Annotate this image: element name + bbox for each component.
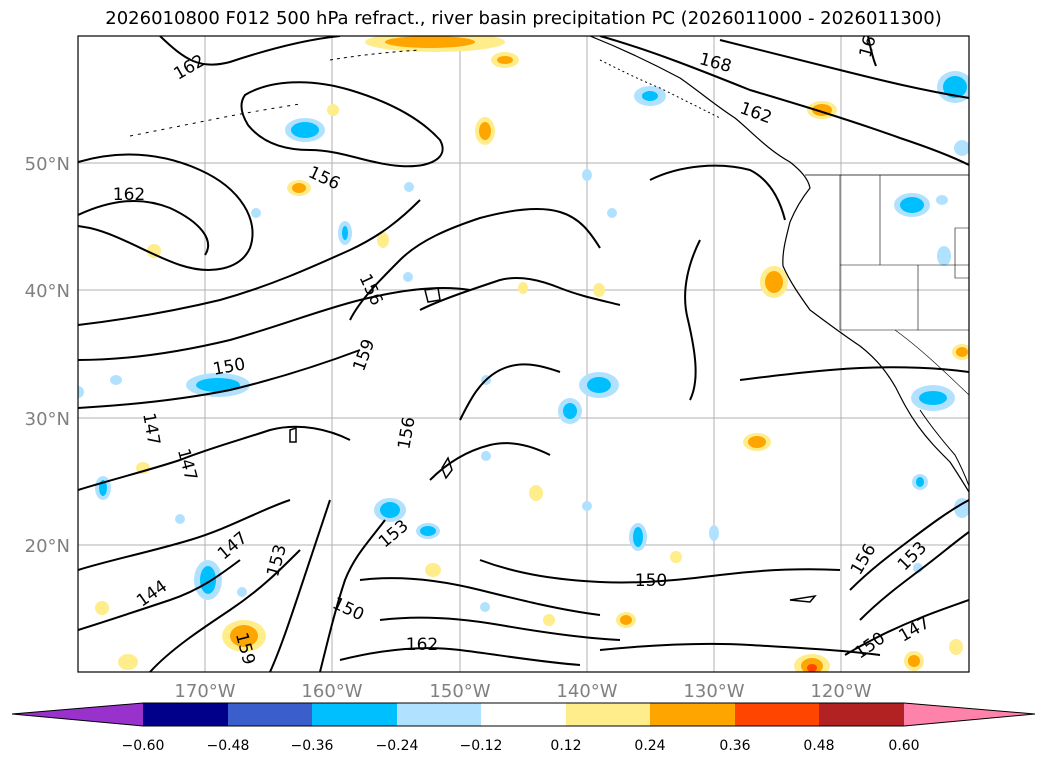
- colorbar-box: [228, 703, 312, 726]
- colorbar-tick: −0.48: [207, 738, 250, 754]
- latitude-labels: 50°N 40°N 30°N 20°N: [25, 154, 70, 557]
- colorbar-tick: 0.36: [719, 738, 750, 754]
- colorbar-tick: −0.12: [460, 738, 503, 754]
- refractivity-contours: [78, 36, 969, 672]
- lon-label: 130°W: [683, 681, 744, 702]
- lon-label: 170°W: [174, 681, 235, 702]
- lat-label: 50°N: [25, 154, 70, 175]
- lat-label: 30°N: [25, 409, 70, 430]
- lon-label: 120°W: [810, 681, 871, 702]
- colorbar-box: [397, 703, 481, 726]
- colorbar-tick: 0.24: [634, 738, 665, 754]
- colorbar-box: [143, 703, 228, 726]
- colorbar-box: [566, 703, 650, 726]
- lon-label: 160°W: [301, 681, 362, 702]
- colorbar-box: [481, 703, 566, 726]
- lon-label: 140°W: [556, 681, 617, 702]
- colorbar: −0.60 −0.48 −0.36 −0.24 −0.12 0.12 0.24 …: [11, 702, 1036, 754]
- colorbar-tick: 0.48: [803, 738, 834, 754]
- longitude-labels: 170°W 160°W 150°W 140°W 130°W 120°W: [174, 681, 871, 702]
- colorbar-extend-min: [12, 703, 143, 726]
- colorbar-box: [819, 703, 904, 726]
- lon-label: 150°W: [429, 681, 490, 702]
- colorbar-box: [650, 703, 735, 726]
- colorbar-tick: 0.12: [550, 738, 581, 754]
- lat-label: 20°N: [25, 536, 70, 557]
- colorbar-tick: −0.36: [291, 738, 334, 754]
- contour-label: 162: [406, 635, 438, 655]
- map-panel: [78, 36, 969, 672]
- colorbar-extend-max: [904, 703, 1035, 726]
- coastlines: [129, 36, 969, 493]
- map-frame: [77, 35, 970, 673]
- colorbar-tick: −0.24: [376, 738, 419, 754]
- colorbar-box: [312, 703, 397, 726]
- precip-shading: [78, 36, 969, 672]
- contour-label: 150: [635, 571, 667, 591]
- colorbar-tick: 0.60: [888, 738, 919, 754]
- lat-label: 40°N: [25, 281, 70, 302]
- colorbar-box: [735, 703, 819, 726]
- contour-label: 162: [113, 185, 145, 205]
- colorbar-tick: −0.60: [122, 738, 165, 754]
- map-title: 2026010800 F012 500 hPa refract., river …: [105, 8, 942, 29]
